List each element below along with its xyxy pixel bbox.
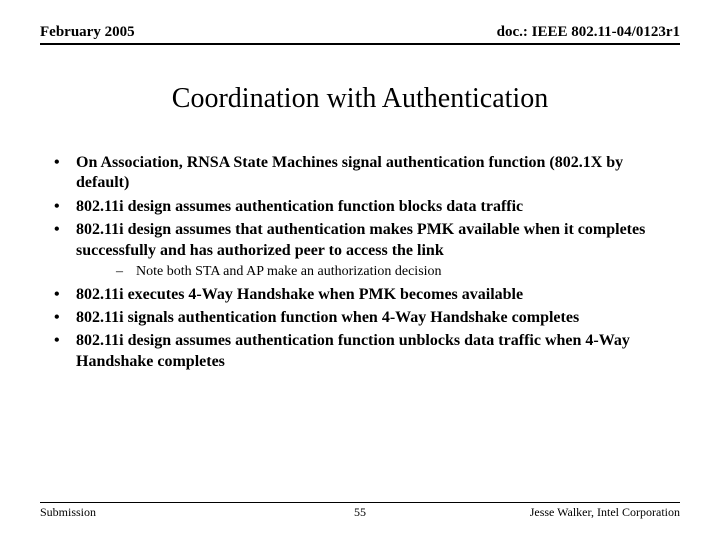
header-row: February 2005 doc.: IEEE 802.11-04/0123r… [40, 24, 680, 41]
bullet-text: 802.11i design assumes authentication fu… [76, 198, 523, 215]
footer: Submission 55 Jesse Walker, Intel Corpor… [40, 502, 680, 520]
footer-center: 55 [40, 505, 680, 520]
slide-title: Coordination with Authentication [40, 83, 680, 115]
slide-page: February 2005 doc.: IEEE 802.11-04/0123r… [0, 0, 720, 540]
header-right: doc.: IEEE 802.11-04/0123r1 [497, 24, 680, 41]
footer-rule [40, 502, 680, 503]
bullet-item: On Association, RNSA State Machines sign… [40, 153, 680, 194]
bullet-text: 802.11i design assumes authentication fu… [76, 332, 630, 369]
bullet-list: On Association, RNSA State Machines sign… [40, 153, 680, 372]
sub-bullet-item: Note both STA and AP make an authorizati… [76, 263, 680, 281]
sub-bullet-text: Note both STA and AP make an authorizati… [136, 264, 442, 279]
footer-row: Submission 55 Jesse Walker, Intel Corpor… [40, 505, 680, 520]
header-left: February 2005 [40, 24, 135, 41]
sub-bullet-list: Note both STA and AP make an authorizati… [76, 263, 680, 281]
bullet-text: 802.11i executes 4-Way Handshake when PM… [76, 286, 523, 303]
bullet-item: 802.11i design assumes authentication fu… [40, 331, 680, 372]
bullet-item: 802.11i signals authentication function … [40, 308, 680, 328]
bullet-item: 802.11i design assumes that authenticati… [40, 220, 680, 281]
bullet-item: 802.11i design assumes authentication fu… [40, 197, 680, 217]
bullet-text: On Association, RNSA State Machines sign… [76, 154, 623, 191]
bullet-text: 802.11i signals authentication function … [76, 309, 579, 326]
bullet-item: 802.11i executes 4-Way Handshake when PM… [40, 285, 680, 305]
bullet-text: 802.11i design assumes that authenticati… [76, 221, 645, 258]
header-rule [40, 43, 680, 45]
